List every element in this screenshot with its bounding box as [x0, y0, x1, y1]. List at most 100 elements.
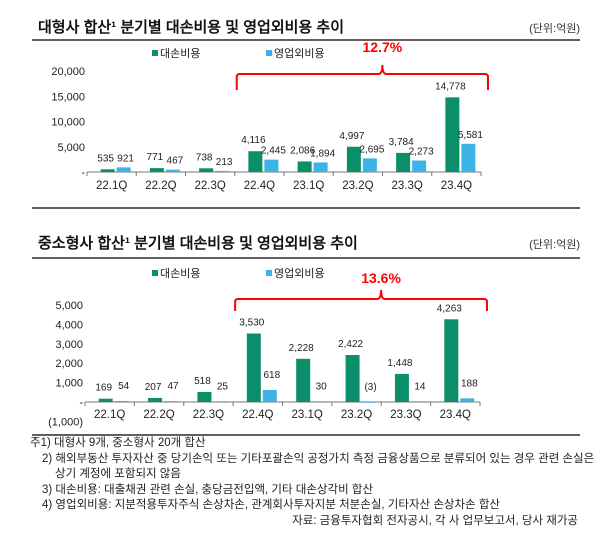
x-tick-label: 22.1Q — [94, 409, 125, 421]
data-label: 3,530 — [239, 318, 264, 329]
bar-loan-loss — [246, 333, 261, 402]
x-tick-label: 22.2Q — [143, 409, 174, 421]
bar-loan-loss — [98, 398, 113, 402]
bar-loan-loss — [100, 169, 115, 172]
x-tick-label: 23.2Q — [342, 180, 373, 192]
bar-non-operating — [460, 398, 475, 402]
x-tick-label: 23.2Q — [341, 409, 372, 421]
data-label: 207 — [145, 382, 162, 393]
note-3: 3) 대손비용: 대출채권 관련 손실, 충당금전입액, 기타 대손상각비 합산 — [42, 483, 374, 496]
data-label: 535 — [97, 153, 114, 164]
y-tick-label: - — [79, 397, 83, 409]
data-label: 47 — [168, 381, 180, 392]
bar-non-operating — [313, 162, 328, 172]
legend-label: 영업외비용 — [274, 47, 325, 60]
legend-label: 영업외비용 — [274, 267, 325, 280]
y-tick-label: 10,000 — [51, 117, 85, 129]
data-label: 54 — [118, 381, 130, 392]
x-tick-label: 22.4Q — [244, 180, 275, 192]
y-tick-label: 3,000 — [55, 339, 83, 351]
bar-non-operating — [312, 401, 327, 402]
bar-loan-loss — [346, 146, 361, 172]
y-tick-label: 5,000 — [55, 300, 83, 312]
data-label: 213 — [216, 157, 233, 168]
x-tick-label: 22.1Q — [96, 180, 127, 192]
bar-non-operating — [461, 143, 476, 172]
bar-loan-loss — [149, 168, 164, 172]
y-tick-label: 15,000 — [51, 91, 85, 103]
bar-loan-loss — [197, 391, 212, 402]
bar-non-operating — [410, 401, 425, 402]
chart-title: 중소형사 합산¹ 분기별 대손비용 및 영업외비용 추이 — [38, 234, 358, 252]
data-label: 2,273 — [409, 147, 434, 158]
note-2: 2) 해외부동산 투자자산 중 당기손익 또는 기타포괄손익 공정가치 측정 금… — [42, 452, 595, 465]
bar-loan-loss — [445, 97, 460, 172]
data-label: 30 — [316, 381, 328, 392]
data-label: 2,422 — [338, 339, 363, 350]
y-tick-label: (1,000) — [48, 416, 83, 428]
data-label: 771 — [147, 152, 164, 163]
unit-label: (단위:억원) — [529, 238, 580, 251]
bar-loan-loss — [297, 161, 312, 172]
growth-bracket — [235, 64, 489, 90]
data-label: 618 — [263, 370, 280, 381]
bar-non-operating — [165, 169, 180, 172]
data-label: 1,894 — [310, 148, 335, 159]
bar-loan-loss — [199, 168, 214, 172]
legend-swatch — [152, 50, 158, 56]
growth-bracket — [234, 289, 488, 311]
y-tick-label: 5,000 — [57, 142, 85, 154]
bar-loan-loss — [394, 373, 409, 402]
bar-loan-loss — [396, 152, 411, 172]
data-label: 4,997 — [339, 131, 364, 142]
x-tick-label: 22.4Q — [242, 409, 273, 421]
x-tick-label: 23.4Q — [441, 180, 472, 192]
bar-loan-loss — [248, 151, 263, 172]
chart-title: 대형사 합산¹ 분기별 대손비용 및 영업외비용 추이 — [38, 18, 344, 36]
data-label: 14 — [414, 382, 426, 393]
legend-swatch — [266, 270, 272, 276]
data-label: 2,695 — [359, 144, 384, 155]
growth-annotation: 13.6% — [361, 270, 401, 286]
footnotes: 주1) 대형사 9개, 중소형사 20개 합산 2) 해외부동산 투자자산 중 … — [30, 436, 594, 514]
bar-non-operating — [114, 400, 129, 402]
note-2-cont: 상기 계정에 포함되지 않음 — [55, 468, 181, 481]
data-label: 1,448 — [387, 358, 412, 369]
data-label: (3) — [364, 382, 376, 393]
bar-non-operating — [116, 167, 131, 172]
x-tick-label: 22.2Q — [145, 180, 176, 192]
bar-loan-loss — [345, 355, 360, 402]
data-label: 25 — [217, 382, 229, 393]
note-1: 주1) 대형사 9개, 중소형사 20개 합산 — [30, 437, 206, 449]
data-label: 5,581 — [458, 130, 483, 141]
bar-loan-loss — [296, 358, 311, 402]
data-label: 188 — [461, 378, 478, 389]
legend-label: 대손비용 — [160, 267, 200, 280]
bar-non-operating — [412, 160, 427, 172]
data-label: 2,086 — [290, 145, 315, 156]
data-label: 921 — [117, 153, 134, 164]
bar-non-operating — [164, 401, 179, 402]
note-4: 4) 영업외비용: 지분적용투자주식 손상차손, 관계회사투자지분 처분손실, … — [42, 499, 500, 512]
data-label: 2,228 — [289, 343, 314, 354]
x-tick-label: 23.1Q — [293, 180, 324, 192]
unit-label: (단위:억원) — [529, 22, 580, 35]
data-label: 518 — [194, 376, 211, 387]
legend-label: 대손비용 — [160, 47, 200, 60]
data-label: 4,116 — [241, 135, 266, 146]
bar-non-operating — [213, 401, 228, 402]
data-label: 738 — [196, 152, 213, 163]
growth-annotation: 12.7% — [363, 39, 403, 55]
bar-loan-loss — [148, 397, 163, 402]
x-tick-label: 23.3Q — [390, 409, 421, 421]
y-tick-label: 20,000 — [51, 66, 85, 78]
data-label: 3,784 — [389, 137, 414, 148]
data-label: 2,445 — [261, 146, 286, 157]
y-tick-label: 2,000 — [55, 358, 83, 370]
x-tick-label: 23.3Q — [391, 180, 422, 192]
y-tick-label: 1,000 — [55, 378, 83, 390]
bar-non-operating — [361, 402, 376, 403]
bar-non-operating — [215, 170, 230, 172]
data-label: 14,778 — [435, 81, 466, 92]
